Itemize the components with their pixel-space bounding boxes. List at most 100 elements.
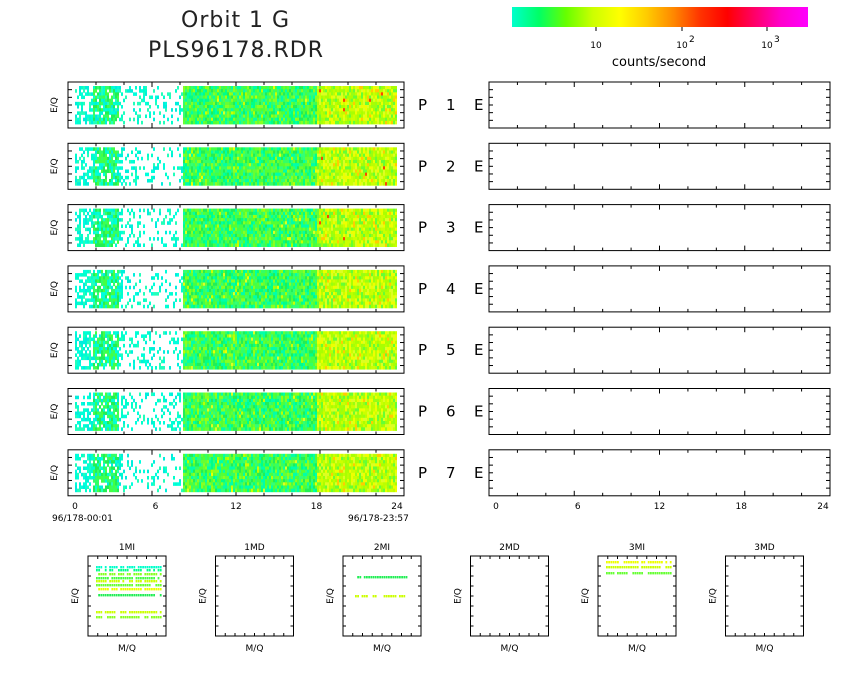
heatmap-cell (379, 117, 381, 122)
heatmap-cell (291, 95, 293, 100)
heatmap-cell (231, 221, 233, 225)
heatmap-cell (93, 240, 95, 244)
heatmap-cell (255, 230, 257, 235)
heatmap-cell (265, 166, 267, 170)
heatmap-cell (205, 214, 207, 219)
heatmap-cell (311, 230, 313, 235)
heatmap-cell (351, 114, 353, 119)
heatmap-cell (327, 120, 329, 125)
heatmap-cell (359, 224, 361, 228)
heatmap-cell (387, 111, 389, 115)
heatmap-cell (297, 114, 299, 119)
heatmap-cell (215, 224, 217, 228)
heatmap-cell (247, 159, 249, 164)
heatmap-cell (377, 175, 379, 180)
heatmap-cell (105, 86, 107, 90)
heatmap-cell (111, 227, 113, 232)
heatmap-cell (199, 105, 201, 109)
heatmap-cell (261, 159, 263, 164)
heatmap-cell (209, 230, 211, 235)
heatmap-cell (225, 172, 227, 177)
heatmap-cell (317, 147, 319, 151)
heatmap-cell (213, 89, 215, 93)
heatmap-cell (279, 89, 281, 93)
heatmap-cell (317, 111, 319, 115)
heatmap-cell (219, 156, 221, 161)
heatmap-cell (111, 95, 113, 100)
heatmap-cell (355, 147, 357, 151)
heatmap-cell (225, 166, 227, 170)
heatmap-cell (249, 105, 251, 109)
heatmap-cell (279, 153, 281, 158)
heatmap-cell (247, 153, 249, 158)
heatmap-cell (381, 111, 383, 115)
heatmap-cell (331, 117, 333, 122)
heatmap-cell (139, 86, 141, 90)
heatmap-cell (355, 230, 357, 235)
heatmap-cell (329, 101, 331, 106)
heatmap-cell (93, 230, 95, 235)
heatmap-cell (241, 178, 243, 183)
heatmap-cell (149, 111, 151, 115)
heatmap-cell (361, 105, 363, 109)
heatmap-cell (359, 221, 361, 225)
heatmap-cell (115, 230, 117, 235)
heatmap-cell (341, 240, 343, 244)
heatmap-cell (215, 172, 217, 177)
heatmap-cell (327, 243, 329, 247)
heatmap-cell (343, 105, 345, 109)
heatmap-cell (267, 211, 269, 216)
heatmap-cell (183, 233, 185, 238)
heatmap-cell (199, 221, 201, 225)
heatmap-cell (365, 98, 367, 103)
heatmap-cell (85, 218, 87, 222)
heatmap-cell (251, 166, 253, 170)
heatmap-cell (99, 156, 101, 161)
heatmap-cell (97, 221, 99, 225)
heatmap-cell (353, 108, 355, 112)
heatmap-cell (239, 169, 241, 174)
heatmap-cell (379, 175, 381, 180)
heatmap-cell (239, 156, 241, 161)
heatmap-cell (395, 233, 397, 238)
heatmap-cell (235, 89, 237, 93)
heatmap-cell (313, 211, 315, 216)
heatmap-cell (389, 178, 391, 183)
heatmap-cell (281, 92, 283, 96)
heatmap-cell (163, 218, 165, 222)
heatmap-cell (239, 172, 241, 177)
heatmap-cell (255, 240, 257, 244)
heatmap-cell (291, 92, 293, 96)
heatmap-cell (365, 111, 367, 115)
heatmap-cell (385, 166, 387, 170)
heatmap-cell (165, 172, 167, 177)
heatmap-cell (213, 98, 215, 103)
heatmap-cell (391, 218, 393, 222)
heatmap-cell (185, 117, 187, 122)
heatmap-cell (297, 120, 299, 125)
heatmap-cell (373, 237, 375, 241)
heatmap-cell (245, 175, 247, 180)
heatmap-cell (119, 233, 121, 238)
heatmap-cell (353, 156, 355, 161)
heatmap-cell (79, 233, 81, 238)
heatmap-cell (285, 175, 287, 180)
heatmap-cell (197, 163, 199, 167)
heatmap-cell (323, 208, 325, 213)
heatmap-cell (259, 178, 261, 183)
heatmap-cell (291, 240, 293, 244)
heatmap-cell (355, 86, 357, 90)
heatmap-cell (75, 89, 77, 93)
heatmap-cell (257, 227, 259, 232)
heatmap-cell (321, 89, 323, 93)
heatmap-cell (363, 156, 365, 161)
heatmap-cell (233, 105, 235, 109)
heatmap-cell (271, 117, 273, 122)
heatmap-cell (161, 221, 163, 225)
heatmap-cell (201, 89, 203, 93)
heatmap-cell (377, 240, 379, 244)
heatmap-cell (231, 233, 233, 238)
heatmap-cell (281, 117, 283, 122)
heatmap-cell (323, 156, 325, 161)
heatmap-cell (319, 175, 321, 180)
